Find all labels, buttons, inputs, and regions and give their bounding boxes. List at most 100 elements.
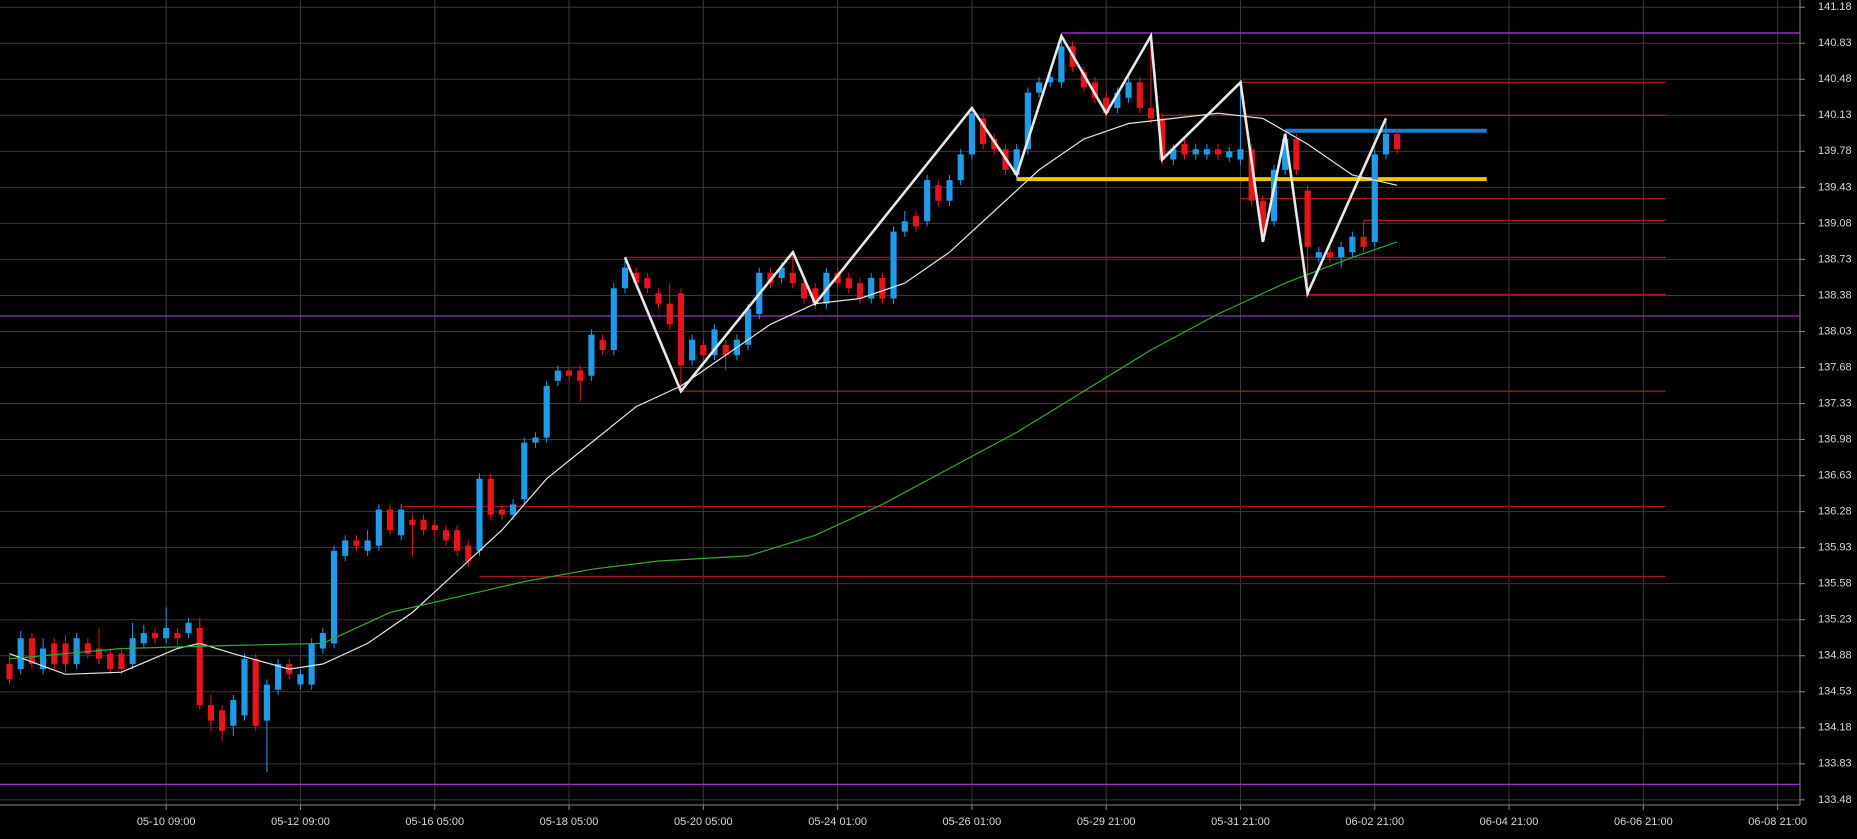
candle-body (1304, 190, 1311, 248)
candle-body (207, 705, 215, 721)
candle-body (1248, 149, 1255, 201)
candle-body (342, 540, 349, 556)
y-tick-label: 140.83 (1818, 37, 1852, 49)
candle-body (856, 283, 864, 299)
candle-body (1058, 46, 1065, 83)
candle-body (1013, 149, 1020, 175)
candle-body (588, 334, 595, 376)
candle-body (107, 653, 114, 670)
candle-body (174, 633, 181, 639)
candle-body (442, 530, 450, 541)
candle-body (510, 504, 517, 515)
candle-body (185, 622, 192, 634)
candle-body (263, 684, 270, 721)
candle-body (890, 231, 897, 299)
candle-body (84, 643, 91, 654)
candle-body (1360, 236, 1367, 248)
candle-body (1159, 118, 1166, 160)
candle-body (868, 277, 875, 299)
x-tick-label: 05-24 01:00 (808, 816, 867, 828)
y-tick-label: 134.88 (1818, 650, 1852, 662)
overlay-line (9, 112, 1398, 675)
y-tick-label: 135.93 (1818, 542, 1852, 554)
overlay-line (623, 31, 1388, 394)
candle-body (800, 283, 808, 299)
candle-body (1035, 82, 1043, 93)
candle-body (655, 293, 662, 304)
candle-body (834, 272, 841, 284)
candle-body (924, 180, 931, 222)
candle-body (1091, 82, 1099, 98)
candle-body (40, 648, 47, 670)
candle-body (498, 509, 505, 515)
candle-body (375, 509, 382, 546)
x-tick-label: 05-26 01:00 (943, 816, 1002, 828)
y-tick-label: 136.63 (1818, 469, 1852, 481)
candle-body (398, 509, 405, 536)
candle-body (196, 627, 203, 706)
candle-body (1237, 149, 1244, 160)
candle-body (935, 185, 942, 201)
candle-body (1192, 149, 1199, 155)
candle-body (1103, 97, 1110, 114)
candle-body (677, 293, 685, 366)
y-tick-label: 140.13 (1818, 109, 1852, 121)
candle-body (151, 633, 159, 639)
candle-body (1024, 92, 1031, 150)
y-tick-label: 136.28 (1818, 506, 1852, 518)
candle-body (565, 370, 573, 376)
candle-body (968, 113, 975, 155)
y-tick-label: 139.43 (1818, 181, 1852, 193)
candle-body (521, 442, 528, 500)
y-tick-label: 139.78 (1818, 145, 1852, 157)
x-tick-label: 05-10 09:00 (137, 816, 196, 828)
candle-body (118, 653, 125, 670)
x-tick-label: 05-12 09:00 (271, 816, 330, 828)
y-tick-label: 136.98 (1818, 433, 1852, 445)
y-tick-label: 138.38 (1818, 289, 1852, 301)
candle-body (219, 710, 226, 731)
candle-body (610, 288, 617, 350)
x-tick-label: 06-06 21:00 (1614, 816, 1673, 828)
candle-body (6, 663, 13, 680)
x-tick-label: 06-02 21:00 (1345, 816, 1404, 828)
candle-body (1136, 82, 1143, 109)
y-tick-label: 138.73 (1818, 253, 1852, 265)
candle-body (767, 272, 774, 284)
candle-body (386, 509, 394, 531)
candle-body (532, 437, 539, 443)
x-tick-label: 06-04 21:00 (1480, 816, 1539, 828)
x-tick-label: 05-18 05:00 (540, 816, 599, 828)
candle-body (1125, 82, 1132, 98)
x-tick-label: 05-20 05:00 (674, 816, 733, 828)
candle-body (1338, 247, 1345, 258)
candle-body (991, 138, 998, 150)
y-tick-label: 134.18 (1818, 722, 1852, 734)
candle-body (1147, 108, 1155, 119)
candle-body (465, 545, 472, 562)
candle-body (577, 370, 584, 381)
candle-body (745, 308, 752, 345)
y-tick-label: 133.48 (1818, 794, 1852, 806)
candle-body (140, 633, 147, 644)
candle-body (1270, 169, 1278, 222)
candle-body (252, 658, 259, 726)
y-tick-label: 138.03 (1818, 325, 1852, 337)
candle-body (644, 277, 651, 289)
candle-body (454, 530, 461, 551)
x-tick-label: 05-29 21:00 (1077, 816, 1136, 828)
y-tick-label: 140.48 (1818, 73, 1852, 85)
x-tick-label: 05-31 21:00 (1211, 816, 1270, 828)
candle-body (17, 638, 24, 670)
candle-body (1114, 92, 1121, 109)
y-tick-label: 141.18 (1818, 1, 1852, 13)
candle-body (319, 633, 326, 649)
candle-body (554, 370, 561, 381)
candle-body (163, 627, 170, 639)
candle-body (1293, 138, 1300, 170)
candle-body (980, 118, 987, 145)
candle-body (1080, 72, 1087, 88)
y-tick-label: 134.53 (1818, 686, 1852, 698)
candle-body (364, 540, 371, 551)
